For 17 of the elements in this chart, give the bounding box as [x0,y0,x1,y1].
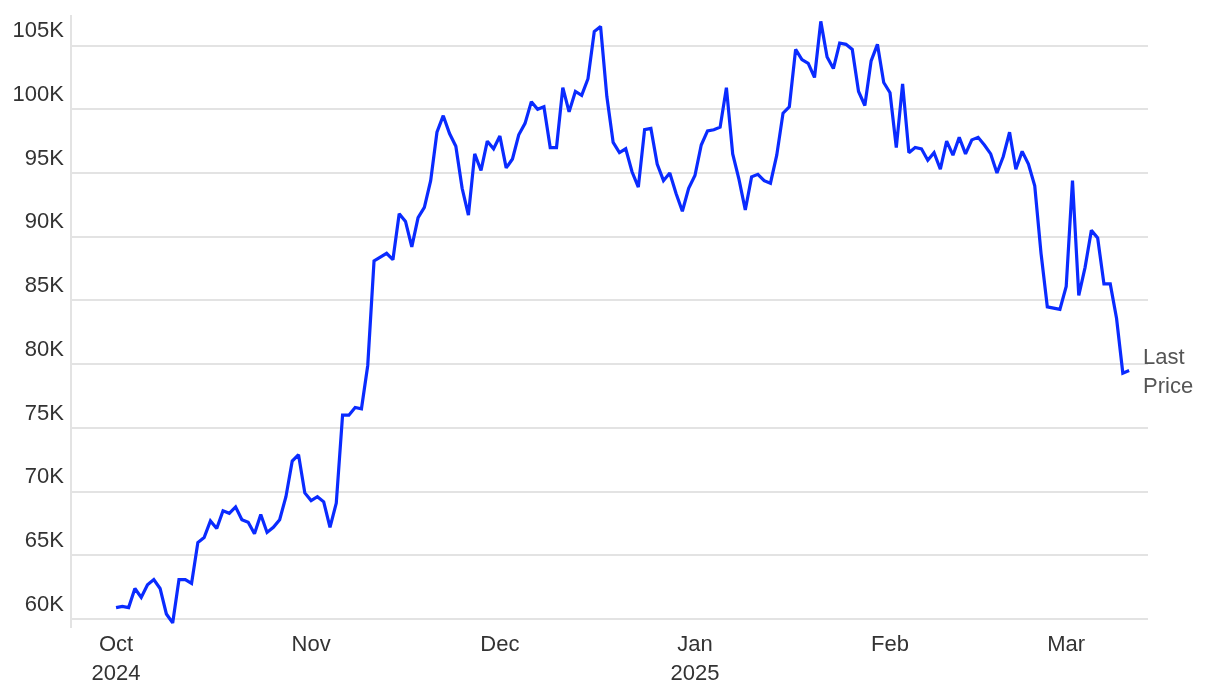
x-tick-label: Jan 2025 [670,631,720,685]
x-tick-label: Mar [1047,631,1086,656]
y-tick-label: 95K [24,144,65,170]
x-tick-label: Oct 2024 [91,631,141,685]
y-tick-label: 65K [24,527,65,553]
y-tick-label: 105K [12,17,65,43]
x-tick-label: Nov [291,631,331,656]
y-tick-label: 60K [24,590,65,616]
annotation: Last Price [1143,344,1194,398]
x-tick-label: Feb [871,631,909,656]
x-tick-label: Dec [480,631,520,656]
y-tick-label: 80K [24,335,65,361]
y-tick-label: 100K [12,81,65,107]
y-tick-label: 85K [24,272,65,298]
y-tick-label: 75K [24,399,65,425]
y-tick-label: 70K [24,463,65,489]
y-tick-label: 90K [24,208,65,234]
